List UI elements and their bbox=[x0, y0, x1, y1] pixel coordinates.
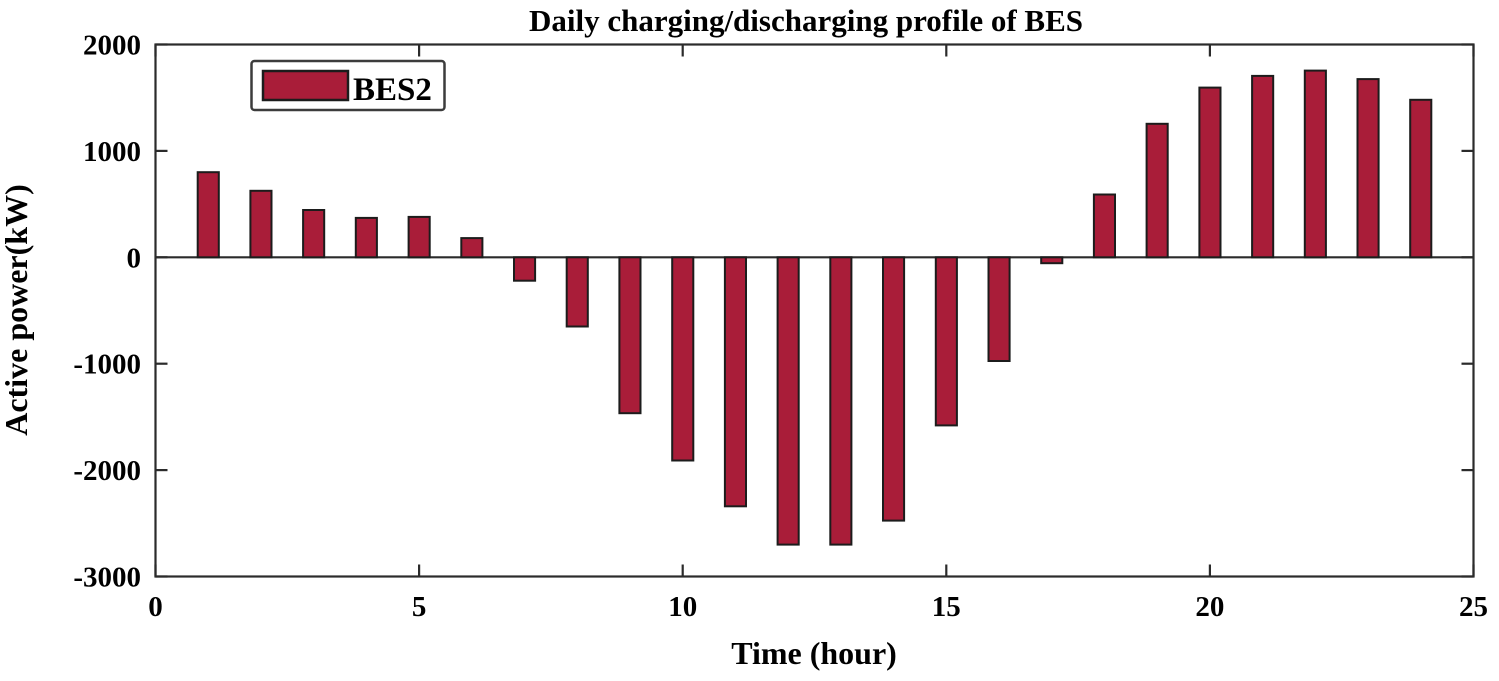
bar-hour-9 bbox=[618, 256, 642, 415]
bar-hour-16 bbox=[987, 256, 1011, 362]
bar-hour-7 bbox=[513, 256, 537, 282]
bar-hour-2 bbox=[249, 189, 273, 259]
x-tick-label: 5 bbox=[412, 591, 427, 623]
bar-hour-11 bbox=[723, 256, 748, 508]
x-axis-label: Time (hour) bbox=[731, 635, 897, 671]
bar-hour-24 bbox=[1409, 98, 1433, 259]
y-tick-label: -1000 bbox=[73, 349, 141, 381]
bar-hour-20 bbox=[1198, 86, 1222, 259]
y-tick-label: -2000 bbox=[73, 455, 141, 487]
legend: BES2 bbox=[250, 59, 446, 112]
bar-hour-22 bbox=[1303, 69, 1327, 259]
bar-hour-18 bbox=[1092, 193, 1117, 259]
y-tick-label: -3000 bbox=[73, 562, 141, 594]
legend-label-bes2: BES2 bbox=[353, 72, 432, 108]
bar-hour-1 bbox=[196, 171, 220, 259]
bar-hour-21 bbox=[1251, 74, 1275, 259]
x-tick-label: 10 bbox=[668, 591, 697, 623]
y-tick-label: 0 bbox=[127, 242, 142, 274]
bar-hour-10 bbox=[671, 256, 695, 462]
bars-layer bbox=[155, 69, 1474, 546]
bar-hour-13 bbox=[829, 256, 853, 546]
bar-hour-14 bbox=[882, 256, 906, 522]
legend-swatch-bes2 bbox=[261, 69, 350, 102]
axes-layer bbox=[154, 43, 1475, 578]
x-tick-label: 15 bbox=[932, 591, 961, 623]
bar-hour-12 bbox=[776, 256, 800, 546]
y-axis-label: Active power(kW) bbox=[0, 184, 34, 435]
bar-hour-8 bbox=[565, 256, 589, 328]
bar-hour-17 bbox=[1040, 256, 1064, 265]
chart-title: Daily charging/discharging profile of BE… bbox=[529, 3, 1083, 38]
x-tick-label: 0 bbox=[148, 591, 163, 623]
y-tick-label: 1000 bbox=[83, 136, 141, 168]
bar-hour-5 bbox=[407, 215, 431, 259]
x-tick-label: 25 bbox=[1459, 591, 1488, 623]
plot-border bbox=[154, 43, 1475, 578]
tick-label-layer: 0 5 10 15 20 25 2000 1000 0 -1000 -2000 -3000 bbox=[73, 30, 1488, 624]
bar-hour-23 bbox=[1356, 78, 1380, 259]
x-tick-label: 20 bbox=[1195, 591, 1224, 623]
bar-hour-19 bbox=[1145, 122, 1169, 259]
bar-hour-15 bbox=[934, 256, 958, 427]
bar-hour-3 bbox=[302, 209, 326, 259]
y-tick-label: 2000 bbox=[83, 30, 141, 62]
bar-hour-4 bbox=[354, 216, 378, 259]
bar-hour-6 bbox=[460, 237, 484, 259]
